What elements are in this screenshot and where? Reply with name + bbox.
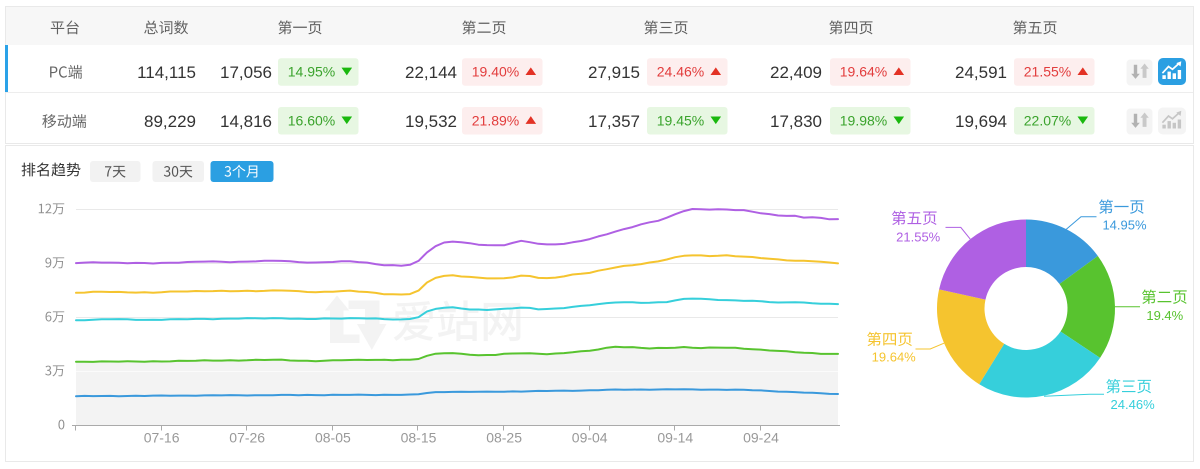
svg-text:19.64%: 19.64% (840, 64, 887, 80)
svg-text:17,830: 17,830 (770, 112, 822, 131)
svg-text:09-24: 09-24 (743, 430, 779, 446)
svg-text:08-15: 08-15 (401, 430, 437, 446)
svg-text:22,144: 22,144 (405, 63, 457, 82)
svg-text:22.07%: 22.07% (1024, 112, 1071, 128)
svg-text:17,056: 17,056 (220, 63, 272, 82)
svg-text:21.55%: 21.55% (896, 229, 941, 244)
svg-text:24.46%: 24.46% (657, 64, 704, 80)
svg-text:21.55%: 21.55% (1024, 64, 1071, 80)
svg-text:09-04: 09-04 (572, 430, 608, 446)
svg-text:19,694: 19,694 (955, 112, 1007, 131)
svg-text:24.46%: 24.46% (1111, 397, 1156, 412)
svg-text:08-05: 08-05 (315, 430, 351, 446)
svg-text:14.95%: 14.95% (1102, 218, 1147, 233)
svg-text:16.60%: 16.60% (288, 112, 335, 128)
svg-text:19.45%: 19.45% (657, 112, 704, 128)
svg-text:27,915: 27,915 (588, 63, 640, 82)
svg-text:19,532: 19,532 (405, 112, 457, 131)
svg-text:114,115: 114,115 (137, 63, 196, 82)
svg-text:24,591: 24,591 (955, 63, 1007, 82)
svg-text:19.98%: 19.98% (840, 112, 887, 128)
svg-text:09-14: 09-14 (657, 430, 693, 446)
svg-text:22,409: 22,409 (770, 63, 822, 82)
svg-text:89,229: 89,229 (144, 112, 196, 131)
svg-text:19.64%: 19.64% (872, 350, 917, 365)
svg-text:08-25: 08-25 (486, 430, 522, 446)
svg-text:14.95%: 14.95% (288, 64, 335, 80)
svg-text:19.40%: 19.40% (472, 64, 519, 80)
svg-text:07-16: 07-16 (144, 430, 180, 446)
svg-text:07-26: 07-26 (229, 430, 265, 446)
svg-text:19.4%: 19.4% (1146, 308, 1183, 323)
svg-text:14,816: 14,816 (220, 112, 272, 131)
svg-text:17,357: 17,357 (588, 112, 640, 131)
svg-text:21.89%: 21.89% (472, 112, 519, 128)
